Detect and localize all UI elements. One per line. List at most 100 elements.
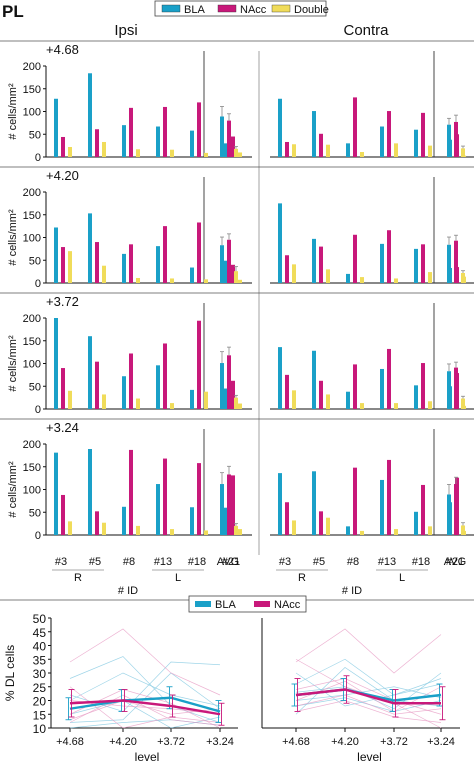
bar-contra-row2-bla-id18 — [414, 248, 418, 283]
bar-contra-row3-nacc-id3 — [285, 374, 289, 409]
bar-ipsi-row4-double-id13 — [170, 529, 174, 535]
bar-ipsi-row4-nacc-id18 — [197, 463, 201, 535]
bar-ipsi-row2-bla-id13 — [156, 246, 160, 283]
top-legend-frame — [154, 0, 327, 17]
bar-contra-row3-nacc-id8 — [353, 364, 357, 409]
bar-contra-row3-double-id3 — [292, 390, 296, 409]
bar-ipsi-row3-nacc-id18 — [197, 320, 201, 409]
bar-contra-row4-bla-id5 — [312, 471, 316, 535]
x-id-label-contra-id3: #3 — [279, 556, 291, 568]
bar-ipsi-row3-nacc-id21 — [231, 380, 235, 409]
column-title-ipsi: Ipsi — [114, 22, 137, 39]
bar-ipsi-row1-nacc-id5 — [95, 129, 99, 157]
avg-bar-ipsi-row4-double — [234, 525, 238, 535]
line-y-tick-label-50: 50 — [33, 612, 47, 626]
bar-contra-row1-double-id5 — [326, 144, 330, 157]
avg-bar-contra-row4-double — [461, 525, 465, 535]
individual-line-contra-nacc-4 — [295, 678, 442, 715]
bar-ipsi-row4-double-id8 — [136, 525, 140, 535]
avg-bar-ipsi-row4-nacc — [227, 474, 231, 535]
bar-contra-row4-nacc-id13 — [387, 459, 391, 535]
x-id-label-contra-id21: #21 — [446, 556, 464, 568]
line-y-tick-label-45: 45 — [33, 626, 47, 640]
y-tick-label-row1-0: 0 — [35, 152, 41, 164]
bar-ipsi-row3-bla-id18 — [190, 389, 194, 409]
y-tick-label-row4-100: 100 — [23, 485, 41, 497]
bar-contra-row2-nacc-id13 — [387, 230, 391, 283]
bar-ipsi-row1-bla-id8 — [122, 125, 126, 157]
avg-bar-ipsi-row1-nacc — [227, 120, 231, 157]
individual-line-ipsi-nacc-5 — [69, 686, 221, 729]
legend-label-nacc: NAcc — [240, 4, 267, 16]
bar-ipsi-row3-double-id21 — [238, 403, 242, 409]
mean-line-ipsi-nacc — [69, 699, 221, 716]
x-id-label-ipsi-id18: #18 — [188, 556, 206, 568]
level-label-row3: +3.72 — [46, 294, 79, 309]
bar-ipsi-row3-bla-id3 — [54, 318, 58, 409]
line-legend-swatch-nacc — [254, 601, 270, 607]
bar-ipsi-row2-bla-id21 — [224, 260, 228, 283]
y-tick-label-row1-200: 200 — [23, 61, 41, 73]
bar-ipsi-row2-nacc-id18 — [197, 222, 201, 283]
avg-bar-contra-row4-bla — [447, 494, 451, 535]
avg-bar-ipsi-row2-nacc — [227, 239, 231, 283]
bar-ipsi-row3-double-id3 — [68, 390, 72, 409]
avg-bar-ipsi-row2-double — [234, 271, 238, 283]
bar-ipsi-row4-nacc-id3 — [61, 494, 65, 535]
line-y-tick-label-15: 15 — [33, 708, 47, 722]
bar-contra-row3-nacc-id5 — [319, 380, 323, 409]
bar-ipsi-row3-double-id8 — [136, 398, 140, 409]
bottom-legend-frame — [188, 595, 307, 613]
bar-ipsi-row3-bla-id5 — [88, 336, 92, 409]
bar-ipsi-row1-bla-id13 — [156, 126, 160, 157]
avg-bar-contra-row1-nacc — [454, 121, 458, 157]
bar-contra-row3-double-id8 — [360, 403, 364, 409]
bar-ipsi-row1-nacc-id3 — [61, 136, 65, 157]
individual-line-ipsi-nacc-1 — [69, 628, 221, 696]
individual-line-ipsi-bla-2 — [69, 672, 221, 707]
bar-contra-row4-double-id3 — [292, 520, 296, 535]
bar-ipsi-row1-nacc-id8 — [129, 107, 133, 157]
bar-contra-row1-bla-id13 — [380, 126, 384, 157]
y-tick-label-row3-150: 150 — [23, 336, 41, 348]
bar-ipsi-row1-double-id5 — [102, 141, 106, 157]
y-tick-label-row2-200: 200 — [23, 187, 41, 199]
x-id-label-contra-id8: #8 — [347, 556, 359, 568]
line-legend-label-nacc: NAcc — [274, 599, 301, 611]
bar-contra-row4-nacc-id3 — [285, 502, 289, 535]
bar-contra-row2-bla-id8 — [346, 273, 350, 283]
line-y-axis-title: % DL cells — [3, 645, 17, 701]
line-x-tick-label-contra-2: +3.72 — [380, 736, 408, 748]
bar-contra-row2-double-id5 — [326, 269, 330, 283]
bar-contra-row4-double-id13 — [394, 529, 398, 535]
bar-contra-row1-double-id13 — [394, 143, 398, 157]
y-tick-label-row3-100: 100 — [23, 359, 41, 371]
bar-contra-row2-double-id3 — [292, 264, 296, 283]
line-x-tick-label-contra-0: +4.68 — [282, 736, 310, 748]
avg-bar-contra-row3-bla — [447, 371, 451, 409]
bar-contra-row3-double-id5 — [326, 394, 330, 409]
y-tick-label-row2-50: 50 — [29, 255, 41, 267]
bar-ipsi-row3-bla-id13 — [156, 365, 160, 409]
individual-line-contra-bla-2 — [295, 686, 442, 701]
bar-ipsi-row2-double-id21 — [238, 279, 242, 283]
bar-contra-row2-bla-id3 — [278, 203, 282, 283]
avg-bar-ipsi-row3-nacc — [227, 355, 231, 409]
bar-contra-row4-nacc-id5 — [319, 511, 323, 535]
legend-swatch-double — [271, 4, 291, 13]
bar-ipsi-row3-double-id5 — [102, 394, 106, 409]
avg-bar-ipsi-row1-bla — [220, 116, 224, 157]
individual-line-contra-bla-1 — [295, 658, 442, 696]
bar-ipsi-row3-double-id13 — [170, 403, 174, 409]
bar-ipsi-row4-nacc-id8 — [129, 449, 133, 535]
bar-ipsi-row2-double-id8 — [136, 277, 140, 283]
line-x-axis-title-contra: level — [357, 750, 382, 764]
bar-ipsi-row2-nacc-id5 — [95, 242, 99, 283]
x-avg-label-ipsi: AVG — [217, 556, 239, 568]
y-axis-title-row1: # cells/mm² — [7, 83, 19, 140]
line-y-tick-label-20: 20 — [33, 695, 47, 709]
bar-contra-row2-double-id8 — [360, 277, 364, 283]
y-tick-label-row2-100: 100 — [23, 233, 41, 245]
bar-contra-row1-nacc-id3 — [285, 141, 289, 157]
